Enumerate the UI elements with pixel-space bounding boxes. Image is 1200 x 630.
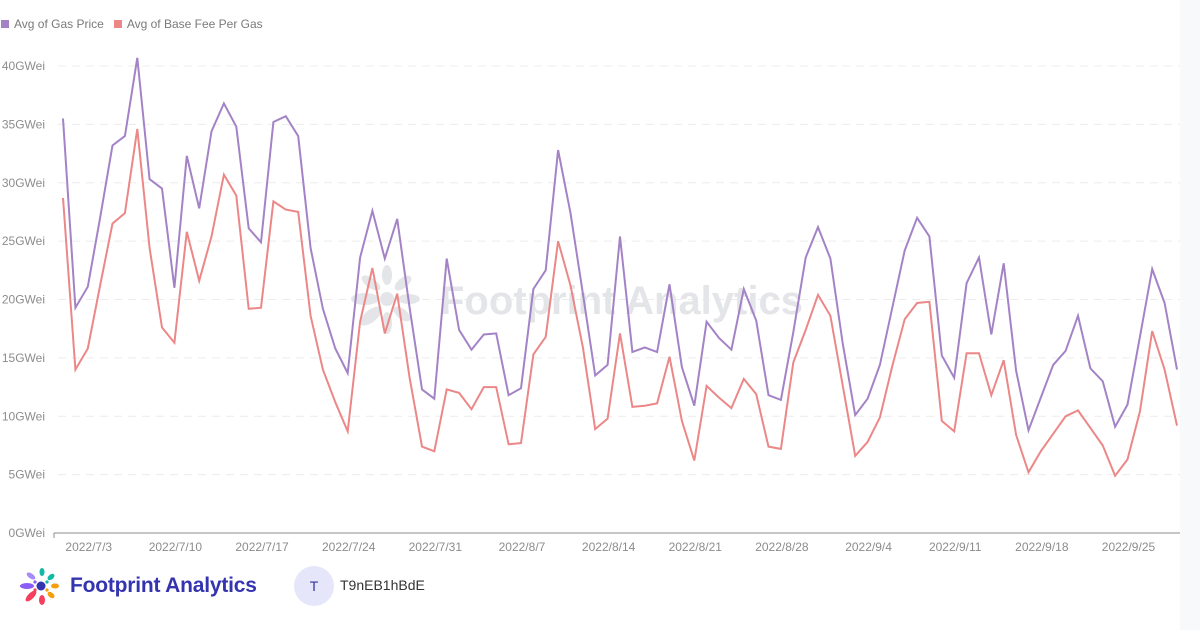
legend-item-gas-price[interactable]: Avg of Gas Price (1, 17, 104, 31)
x-tick-label: 2022/9/25 (1102, 540, 1156, 554)
x-tick-label: 2022/7/31 (409, 540, 463, 554)
x-tick-label: 2022/7/10 (149, 540, 203, 554)
legend-swatch-gas-price (1, 20, 9, 28)
base-fee-line[interactable] (62, 128, 1178, 478)
y-tick-label: 35GWei (2, 117, 45, 131)
x-tick-label: 2022/9/18 (1015, 540, 1069, 554)
y-tick-label: 30GWei (2, 176, 45, 190)
footprint-logo[interactable]: Footprint Analytics (18, 566, 257, 606)
brand-name: Footprint Analytics (70, 574, 257, 597)
x-tick-label: 2022/7/24 (322, 540, 376, 554)
y-tick-label: 40GWei (2, 59, 45, 73)
x-tick-label: 2022/7/3 (65, 540, 112, 554)
x-tick-label: 2022/9/11 (929, 540, 982, 554)
x-tick-label: 2022/7/17 (235, 540, 289, 554)
y-tick-label: 10GWei (2, 409, 45, 423)
avatar[interactable]: T (294, 566, 334, 606)
legend-label-gas-price: Avg of Gas Price (14, 17, 104, 31)
legend-label-base-fee: Avg of Base Fee Per Gas (126, 17, 263, 31)
footer: Footprint Analytics T T9nEB1hBdE (0, 560, 1180, 630)
y-tick-label: 5GWei (9, 468, 45, 482)
series-lines (62, 57, 1178, 478)
y-tick-label: 25GWei (2, 234, 45, 248)
grid-lines (58, 65, 1180, 476)
legend-item-base-fee[interactable]: Avg of Base Fee Per Gas (113, 17, 263, 31)
x-tick-label: 2022/8/14 (582, 540, 636, 554)
x-tick-label: 2022/8/21 (669, 540, 723, 554)
username[interactable]: T9nEB1hBdE (340, 577, 425, 593)
footprint-flower-icon (20, 568, 59, 605)
x-tick-label: 2022/8/7 (499, 540, 546, 554)
x-tick-label: 2022/8/28 (755, 540, 809, 554)
chart-legend: Avg of Gas Price Avg of Base Fee Per Gas (1, 17, 263, 31)
watermark: Footprint Analytics (351, 265, 803, 334)
watermark-logo-icon (351, 265, 420, 334)
legend-swatch-base-fee (113, 20, 122, 28)
y-tick-label: 20GWei (2, 293, 45, 307)
line-chart: 0GWei 5GWei 10GWei 15GWei 20GWei 25GWei 30GWei… (2, 57, 1180, 554)
watermark-text: Footprint Analytics (440, 279, 803, 323)
right-scroll-strip (1180, 0, 1200, 630)
x-axis: 2022/7/3 2022/7/10 2022/7/17 2022/7/24 2022/… (65, 540, 1155, 554)
x-tick-label: 2022/9/4 (845, 540, 892, 554)
y-tick-label: 0GWei (9, 526, 45, 540)
y-axis: 0GWei 5GWei 10GWei 15GWei 20GWei 25GWei 30GWei… (2, 59, 45, 540)
y-tick-label: 15GWei (2, 351, 45, 365)
gas-price-line[interactable] (62, 57, 1178, 434)
